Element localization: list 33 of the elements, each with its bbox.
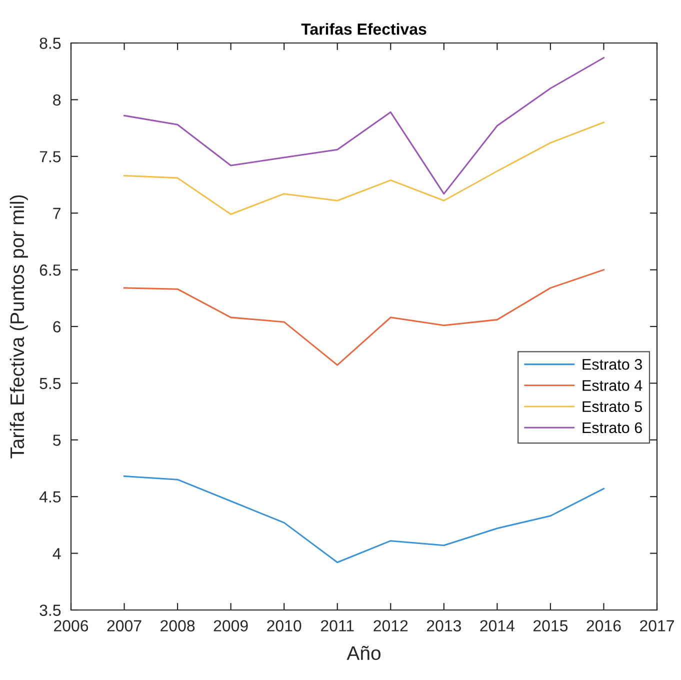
x-tick-label: 2010 [267, 620, 302, 632]
x-tick-label: 2017 [640, 620, 674, 632]
y-tick-label: 4 [52, 548, 61, 560]
x-tick-label: 2014 [480, 620, 514, 632]
y-tick-label: 4.5 [39, 491, 61, 503]
x-tick-label: 2016 [586, 620, 621, 632]
y-tick-label: 6 [53, 321, 61, 332]
line-series [124, 475, 604, 564]
x-tick-label: 2006 [54, 620, 88, 632]
y-axis-title: Tarifa Efectiva (Puntos por mil) [10, 195, 28, 458]
y-tick-label: 7 [53, 208, 60, 219]
x-tick-label: 2013 [426, 620, 461, 632]
legend-label: Estrato 6 [582, 422, 642, 434]
y-tick-label: 8.5 [40, 38, 61, 49]
line-series [124, 122, 604, 215]
legend-label: Estrato 3 [582, 358, 642, 370]
x-tick-label: 2012 [374, 620, 408, 632]
y-tick-label: 8 [53, 94, 61, 106]
legend-label: Estrato 4 [582, 380, 642, 391]
legend-label: Estrato 5 [582, 401, 642, 412]
y-tick-label: 7.5 [40, 151, 61, 162]
y-tick-label: 5.5 [40, 378, 61, 390]
x-axis-title: Año [346, 646, 380, 660]
x-tick-label: 2015 [533, 620, 568, 632]
chart-title: Tarifas Efectivas [301, 23, 426, 35]
x-tick-label: 2009 [214, 620, 248, 632]
y-tick-label: 3.5 [40, 604, 61, 616]
x-tick-label: 2011 [320, 620, 354, 632]
line-series [124, 56, 604, 195]
y-tick-label: 5 [53, 434, 61, 446]
y-tick-label: 6.5 [40, 264, 61, 276]
x-tick-label: 2007 [107, 620, 142, 632]
x-tick-label: 2008 [160, 620, 195, 632]
